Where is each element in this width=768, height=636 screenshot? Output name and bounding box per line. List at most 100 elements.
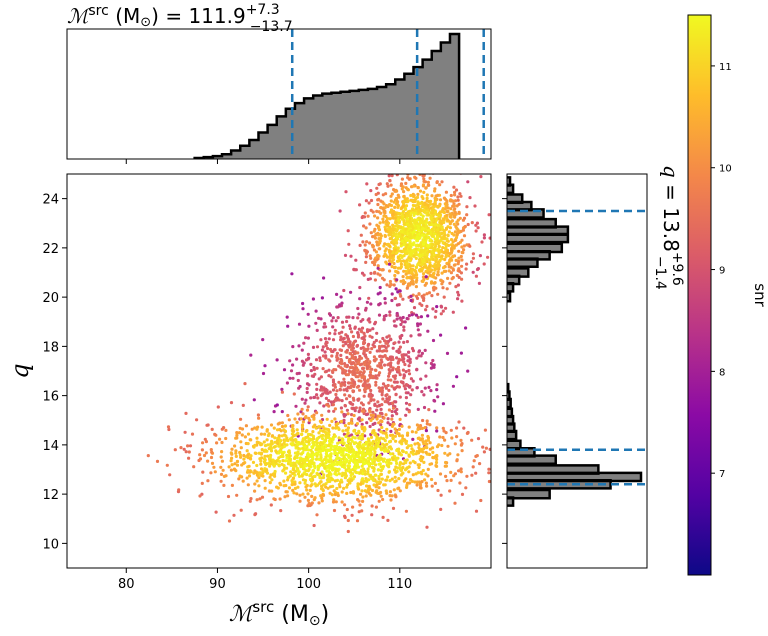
scatter-point bbox=[431, 338, 436, 343]
scatter-point bbox=[352, 451, 356, 455]
scatter-point bbox=[417, 463, 422, 467]
scatter-point bbox=[363, 380, 367, 384]
scatter-point bbox=[415, 218, 419, 222]
scatter-point bbox=[304, 469, 308, 473]
scatter-point bbox=[397, 232, 401, 236]
right-panel-title: q = 13.8+9.6−1.4 bbox=[652, 165, 685, 290]
scatter-point bbox=[390, 298, 394, 303]
scatter-point bbox=[363, 363, 367, 367]
scatter-point bbox=[283, 466, 287, 470]
scatter-point bbox=[446, 206, 450, 210]
scatter-point bbox=[309, 396, 313, 400]
scatter-point bbox=[439, 278, 443, 283]
top-histogram-panel: ℳsrc (M⊙) = 111.9+7.3 −13.7 bbox=[66, 2, 492, 164]
scatter-point bbox=[371, 422, 375, 426]
scatter-point bbox=[423, 386, 427, 390]
scatter-point bbox=[414, 207, 418, 211]
scatter-point bbox=[369, 189, 373, 193]
scatter-point bbox=[391, 457, 395, 461]
scatter-point bbox=[447, 230, 451, 234]
scatter-point bbox=[331, 378, 335, 382]
scatter-point bbox=[279, 450, 284, 454]
scatter-point bbox=[361, 456, 365, 460]
scatter-point bbox=[382, 317, 386, 321]
scatter-point bbox=[343, 514, 347, 518]
scatter-point bbox=[305, 382, 310, 386]
scatter-point bbox=[457, 469, 461, 473]
scatter-point bbox=[373, 278, 377, 282]
scatter-point bbox=[373, 431, 377, 435]
scatter-point bbox=[380, 268, 384, 272]
scatter-point bbox=[445, 248, 450, 252]
scatter-point bbox=[392, 422, 396, 426]
scatter-point bbox=[398, 289, 402, 293]
scatter-point bbox=[411, 437, 415, 441]
scatter-point bbox=[263, 364, 267, 368]
scatter-point bbox=[314, 426, 318, 430]
scatter-point bbox=[263, 444, 268, 448]
scatter-point bbox=[435, 388, 439, 392]
scatter-point bbox=[378, 371, 382, 375]
scatter-point bbox=[243, 382, 247, 386]
scatter-point bbox=[364, 199, 368, 203]
scatter-point bbox=[259, 462, 263, 466]
scatter-point bbox=[444, 190, 448, 194]
scatter-point bbox=[389, 498, 393, 502]
scatter-point bbox=[401, 462, 405, 466]
scatter-point bbox=[296, 472, 301, 476]
scatter-point bbox=[238, 450, 242, 455]
scatter-point bbox=[392, 188, 396, 192]
scatter-point bbox=[263, 486, 267, 490]
scatter-point bbox=[401, 466, 405, 470]
scatter-point bbox=[305, 428, 309, 433]
scatter-point bbox=[385, 435, 389, 439]
scatter-point bbox=[311, 345, 316, 349]
scatter-point bbox=[417, 443, 421, 447]
scatter-point bbox=[394, 170, 397, 173]
scatter-point bbox=[384, 192, 388, 196]
scatter-point bbox=[368, 254, 372, 258]
scatter-point bbox=[392, 266, 397, 270]
scatter-point bbox=[414, 452, 418, 456]
scatter-point bbox=[308, 488, 312, 492]
scatter-point bbox=[261, 371, 266, 376]
scatter-point bbox=[420, 303, 424, 307]
scatter-point bbox=[404, 181, 408, 185]
scatter-point bbox=[459, 351, 463, 355]
scatter-point bbox=[424, 265, 428, 269]
scatter-point bbox=[413, 252, 417, 256]
scatter-point bbox=[390, 494, 394, 498]
scatter-point bbox=[369, 413, 373, 417]
scatter-point bbox=[471, 256, 475, 260]
scatter-point bbox=[361, 403, 365, 407]
scatter-point bbox=[213, 470, 217, 474]
scatter-point bbox=[348, 327, 352, 331]
scatter-point bbox=[450, 258, 454, 262]
scatter-point bbox=[297, 386, 301, 390]
scatter-point bbox=[382, 416, 386, 420]
scatter-point bbox=[337, 380, 341, 384]
scatter-point bbox=[240, 427, 245, 431]
scatter-point bbox=[375, 349, 379, 353]
scatter-point bbox=[437, 223, 441, 228]
scatter-point bbox=[379, 430, 383, 434]
scatter-point bbox=[430, 477, 434, 482]
scatter-point bbox=[364, 359, 368, 363]
scatter-point bbox=[235, 433, 239, 437]
scatter-point bbox=[394, 465, 398, 469]
scatter-point bbox=[353, 409, 357, 413]
scatter-point bbox=[344, 468, 348, 472]
scatter-point bbox=[383, 363, 387, 367]
scatter-point bbox=[459, 467, 463, 471]
scatter-point bbox=[408, 247, 412, 251]
scatter-point bbox=[405, 340, 409, 344]
top-title-upper-error: +7.3 bbox=[246, 2, 280, 18]
scatter-point bbox=[312, 464, 316, 468]
scatter-point bbox=[295, 428, 299, 432]
scatter-point bbox=[384, 393, 388, 398]
scatter-point bbox=[374, 256, 378, 260]
scatter-point bbox=[404, 272, 408, 276]
scatter-point bbox=[421, 440, 425, 444]
scatter-point bbox=[395, 189, 399, 193]
scatter-point bbox=[369, 388, 373, 393]
